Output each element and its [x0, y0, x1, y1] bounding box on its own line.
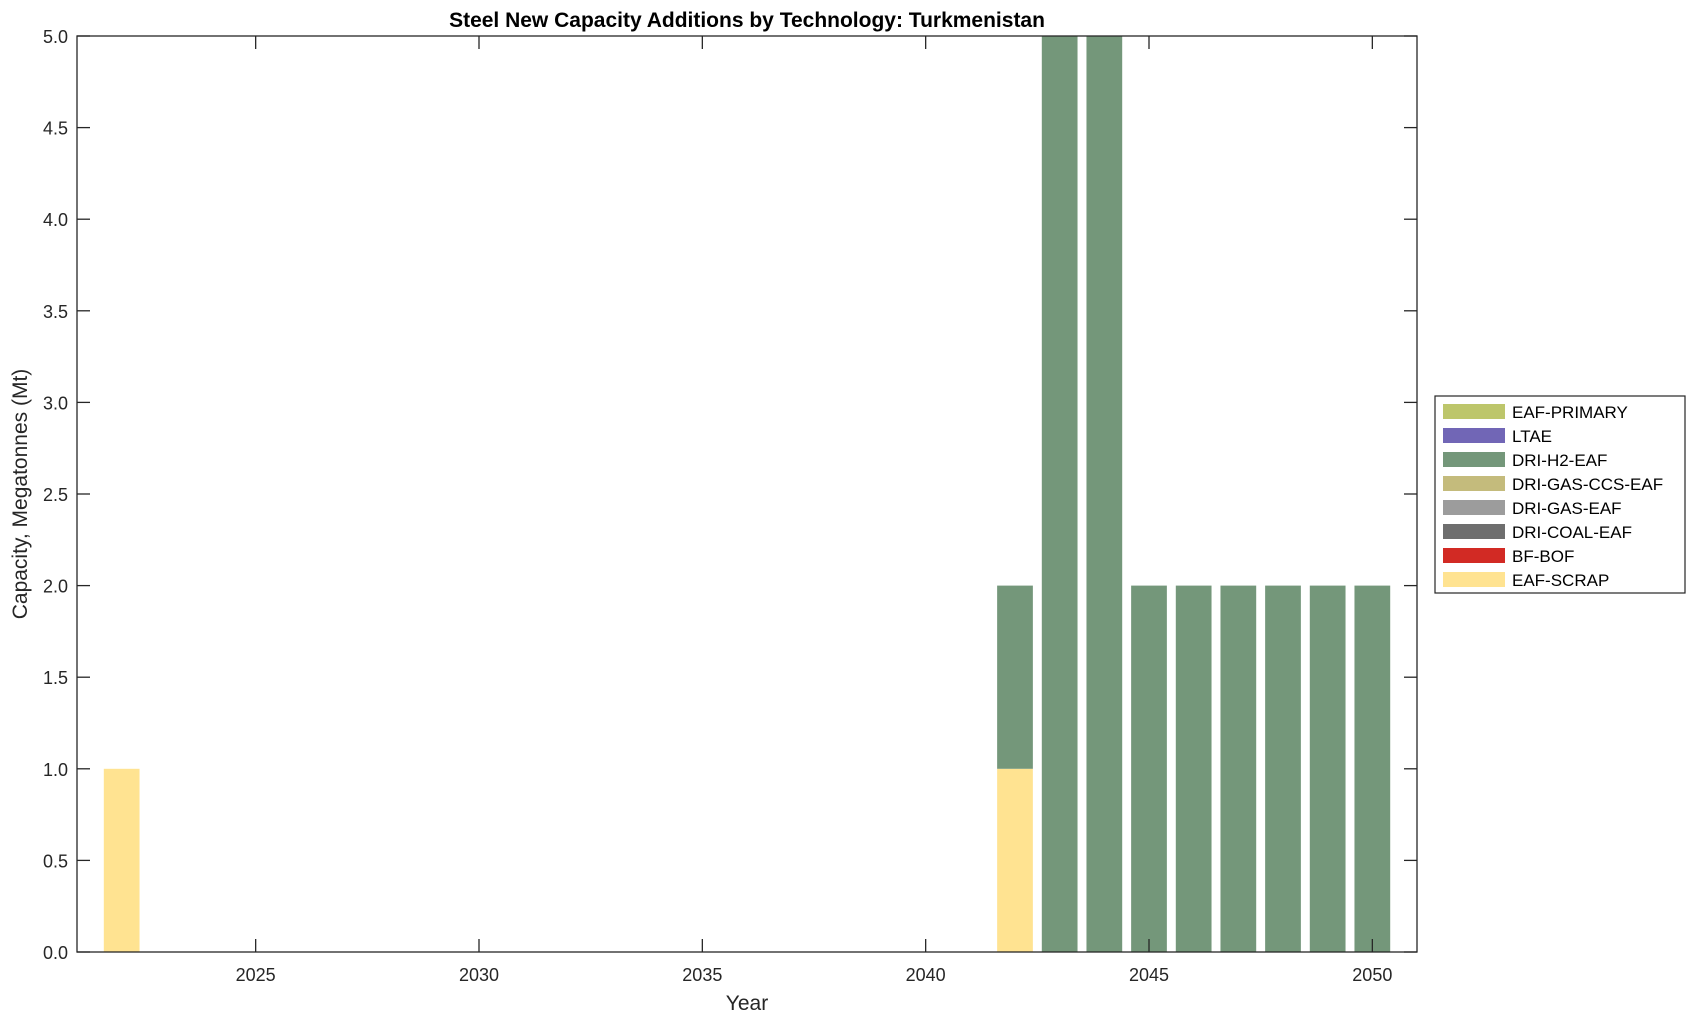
legend-label: BF-BOF [1512, 547, 1574, 566]
bars-group [103, 36, 1391, 952]
y-tick-label: 1.5 [43, 668, 68, 688]
legend-label: DRI-GAS-CCS-EAF [1512, 475, 1663, 494]
plot-frame [76, 35, 1418, 953]
bar-eaf-scrap-2042 [997, 768, 1033, 952]
legend-swatch-eaf-primary [1443, 404, 1505, 419]
legend-label: EAF-SCRAP [1512, 571, 1609, 590]
y-tick-label: 3.0 [43, 393, 68, 413]
x-tick-label: 2030 [459, 965, 499, 985]
bar-dri-h2-eaf-2045 [1131, 585, 1167, 952]
y-tick-label: 2.5 [43, 485, 68, 505]
y-tick-label: 2.0 [43, 577, 68, 597]
legend-swatch-bf-bof [1443, 548, 1505, 563]
legend-swatch-dri-h2-eaf [1443, 452, 1505, 467]
legend-label: EAF-PRIMARY [1512, 403, 1628, 422]
bar-dri-h2-eaf-2046 [1175, 585, 1212, 952]
y-tick-label: 5.0 [43, 27, 68, 47]
bar-eaf-scrap-2022 [103, 768, 140, 952]
bar-dri-h2-eaf-2048 [1265, 585, 1301, 952]
x-tick-label: 2035 [682, 965, 722, 985]
bar-dri-h2-eaf-2050 [1354, 585, 1391, 952]
x-tick-label: 2045 [1129, 965, 1169, 985]
x-tick-label: 2040 [906, 965, 946, 985]
legend-label: DRI-H2-EAF [1512, 451, 1607, 470]
legend-swatch-dri-gas-ccs-eaf [1443, 476, 1505, 491]
y-tick-label: 0.0 [43, 943, 68, 963]
x-tick-label: 2025 [236, 965, 276, 985]
y-tick-label: 3.5 [43, 302, 68, 322]
bar-dri-h2-eaf-2047 [1220, 585, 1257, 952]
bar-dri-h2-eaf-2049 [1309, 585, 1346, 952]
axes-group: 2025 2030 2035 2040 2045 2050 0.0 0.5 1.0 1.5 2.0 2… [43, 27, 1418, 985]
y-tick-label: 0.5 [43, 851, 68, 871]
chart-title: Steel New Capacity Additions by Technolo… [449, 9, 1045, 32]
legend-label: LTAE [1512, 427, 1552, 446]
x-axis-label: Year [726, 992, 768, 1015]
legend-swatch-dri-gas-eaf [1443, 500, 1505, 515]
legend: EAF-PRIMARY LTAE DRI-H2-EAF DRI-GAS-CCS-EAF… [1434, 395, 1686, 594]
legend-swatch-dri-coal-eaf [1443, 524, 1505, 539]
legend-label: DRI-COAL-EAF [1512, 523, 1632, 542]
legend-swatch-ltae [1443, 428, 1505, 443]
y-tick-label: 4.0 [43, 210, 68, 230]
x-tick-label: 2050 [1352, 965, 1392, 985]
bar-dri-h2-eaf-2042 [997, 585, 1033, 769]
bar-dri-h2-eaf-2043 [1041, 36, 1078, 952]
bar-dri-h2-eaf-2044 [1086, 36, 1123, 952]
legend-label: DRI-GAS-EAF [1512, 499, 1622, 518]
y-tick-label: 1.0 [43, 760, 68, 780]
y-axis-label: Capacity, Megatonnes (Mt) [9, 369, 32, 620]
y-tick-label: 4.5 [43, 119, 68, 139]
legend-swatch-eaf-scrap [1443, 572, 1505, 587]
